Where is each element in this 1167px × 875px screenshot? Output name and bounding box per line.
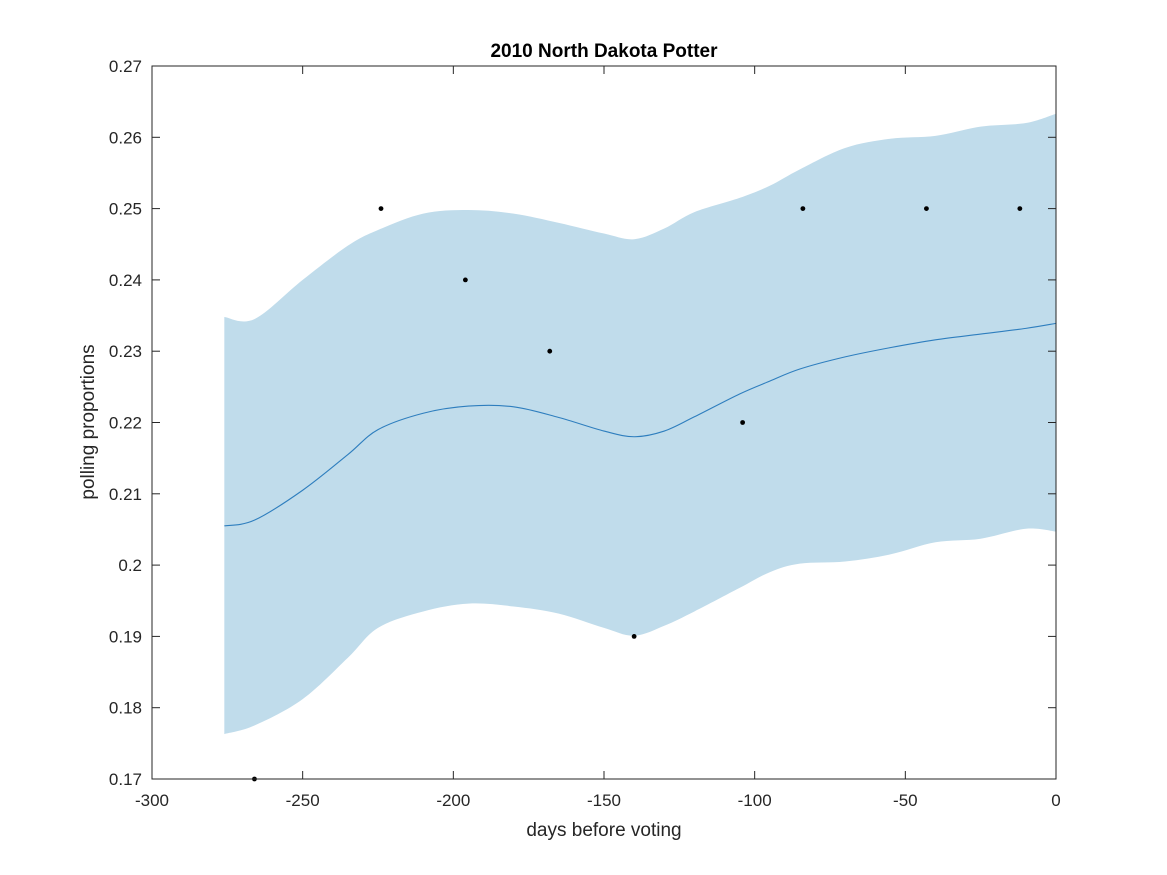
- y-tick-labels: 0.17 0.18 0.19 0.2 0.21 0.22 0.23 0.24 0.25 0.26 0…: [109, 57, 142, 789]
- y-tick-label: 0.21: [109, 485, 142, 504]
- y-tick-label: 0.23: [109, 342, 142, 361]
- y-tick-label: 0.2: [118, 556, 142, 575]
- y-tick-label: 0.26: [109, 128, 142, 147]
- x-tick-label: -50: [893, 791, 918, 810]
- tick-marks: [151, 65, 1057, 780]
- confidence-band: [224, 113, 1056, 735]
- y-axis-label: polling proportions: [78, 344, 99, 499]
- y-tick-label: 0.19: [109, 627, 142, 646]
- x-tick-label: -250: [286, 791, 320, 810]
- x-tick-label: -300: [135, 791, 169, 810]
- poll-point: [740, 420, 746, 425]
- y-tick-label: 0.25: [109, 200, 142, 219]
- poll-point: [924, 206, 929, 212]
- y-tick-label: 0.17: [109, 770, 142, 789]
- y-tick-label: 0.18: [109, 699, 142, 718]
- poll-point: [378, 206, 384, 212]
- estimate-line: [224, 322, 1057, 527]
- x-tick-labels: -300 -250 -200 -150 -100 -50 0: [135, 791, 1061, 810]
- x-tick-label: -100: [738, 791, 772, 810]
- y-tick-label: 0.22: [109, 414, 142, 433]
- x-tick-label: -150: [587, 791, 621, 810]
- y-tick-label: 0.27: [109, 57, 142, 76]
- plot-area: [224, 113, 1057, 782]
- poll-point: [462, 277, 468, 283]
- x-tick-label: -200: [436, 791, 470, 810]
- chart-title: 2010 North Dakota Potter: [490, 41, 718, 62]
- poll-point: [800, 206, 806, 212]
- x-tick-label: 0: [1051, 791, 1060, 810]
- x-axis-label: days before voting: [526, 820, 681, 841]
- poll-point: [547, 348, 553, 354]
- y-tick-label: 0.24: [109, 271, 142, 290]
- poll-point: [1017, 206, 1023, 212]
- poll-point: [631, 634, 637, 639]
